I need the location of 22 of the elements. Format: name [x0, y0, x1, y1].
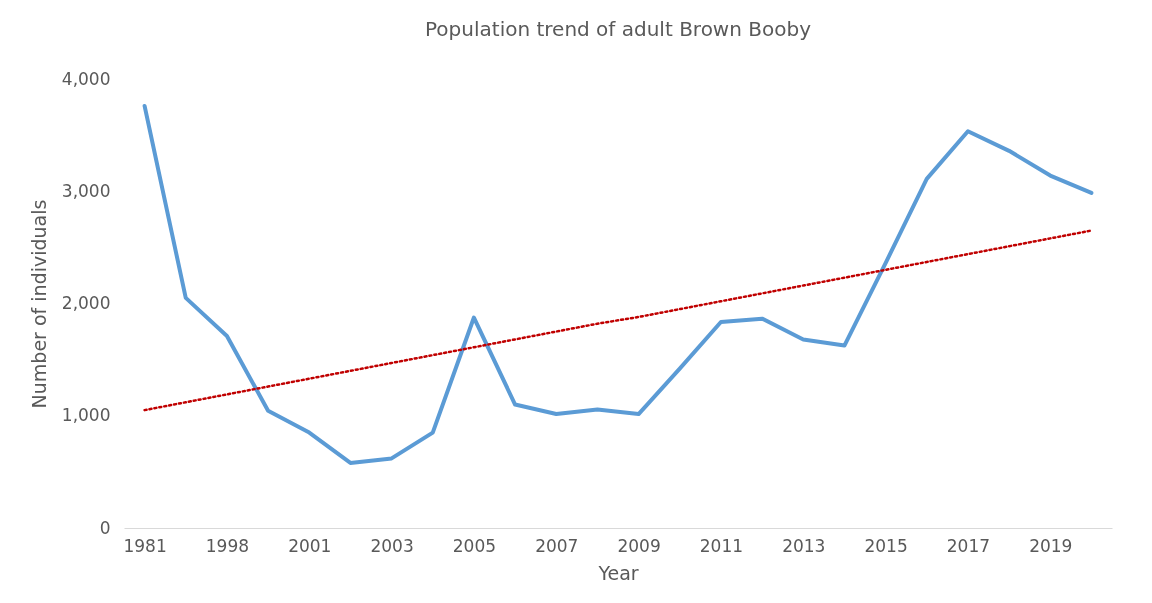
x-tick-label: 2017	[946, 535, 991, 556]
y-tick-label: 4,000	[61, 68, 111, 89]
x-tick-label: 2003	[370, 535, 414, 556]
x-tick-label: 1998	[205, 535, 250, 556]
y-tick-label: 0	[99, 517, 111, 538]
y-axis-title: Number of individuals	[27, 199, 50, 409]
y-tick-label: 2,000	[61, 293, 111, 313]
x-tick-label: 2001	[288, 535, 332, 556]
line-series	[142, 103, 1094, 465]
x-axis-title: Year	[597, 561, 639, 584]
x-tick-label: 2009	[617, 535, 661, 556]
x-tick-label: 2015	[864, 535, 908, 556]
x-tick-label: 2011	[699, 535, 744, 556]
x-tick-label: 2013	[782, 535, 826, 556]
chart-title: Population trend of adult Brown Booby	[425, 17, 812, 41]
x-tick-label: 2007	[535, 535, 579, 556]
x-tick-label: 2019	[1029, 535, 1073, 556]
x-tick-label: 2005	[452, 535, 497, 556]
line-series	[143, 229, 1093, 412]
y-tick-label: 3,000	[61, 180, 111, 201]
y-tick-label: 1,000	[61, 405, 111, 426]
x-tick-label: 1981	[123, 535, 167, 556]
